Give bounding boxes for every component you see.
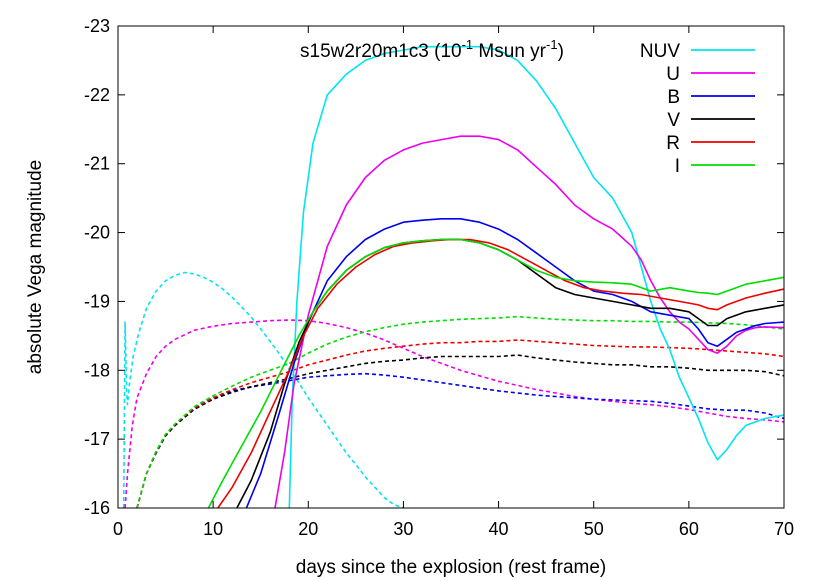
legend-label-b: B [667, 87, 680, 108]
y-tick-label: -21 [84, 154, 110, 174]
legend-title-sup1: -1 [462, 37, 474, 52]
tick-labels: 0 10 20 30 40 50 60 70 -16 -17 -18 -19 -20 -21 -22 -23 [84, 16, 794, 539]
x-tick-label: 0 [113, 519, 123, 539]
dashed-series-line [136, 339, 784, 508]
y-tick-label: -17 [84, 429, 110, 449]
x-axis-label: days since the explosion (rest frame) [296, 557, 606, 578]
y-tick-label: -20 [84, 223, 110, 243]
legend-label-u: U [666, 64, 680, 85]
series-line-b [245, 218, 784, 508]
dashed-series-line [136, 354, 784, 508]
legend-label-i: I [675, 156, 680, 177]
x-tick-label: 10 [203, 519, 223, 539]
legend-title-prefix: s15w2r20m1c3 (10 [300, 41, 462, 62]
x-tick-label: 30 [393, 519, 413, 539]
series-line-i [207, 238, 784, 508]
legend-title-suffix: ) [558, 41, 564, 62]
series-line-u [274, 135, 784, 508]
x-tick-label: 40 [489, 519, 509, 539]
y-tick-label: -19 [84, 291, 110, 311]
y-axis-label: absolute Vega magnitude [25, 160, 46, 374]
y-tick-label: -22 [84, 85, 110, 105]
x-tick-label: 50 [584, 519, 604, 539]
legend-title-sup2: -1 [546, 37, 558, 52]
legend-label-r: R [666, 133, 680, 154]
y-tick-label: -18 [84, 360, 110, 380]
series-layer [122, 45, 784, 508]
legend-label-nuv: NUV [640, 41, 680, 62]
x-tick-label: 70 [774, 519, 794, 539]
series-line-r [217, 238, 784, 508]
legend-label-v: V [667, 110, 680, 131]
dashed-series-line [136, 315, 784, 508]
y-tick-label: -23 [84, 16, 110, 36]
dashed-series-line [122, 271, 404, 508]
x-tick-label: 20 [298, 519, 318, 539]
x-tick-label: 60 [679, 519, 699, 539]
series-line-nuv [288, 45, 784, 508]
y-tick-label: -16 [84, 498, 110, 518]
ticks-layer [117, 25, 785, 509]
plot-frame [117, 25, 785, 509]
legend-title-middle: Msun yr [473, 41, 547, 62]
legend-title: s15w2r20m1c3 (10-1 Msun yr-1) [300, 37, 564, 62]
dashed-series-line [124, 319, 784, 508]
